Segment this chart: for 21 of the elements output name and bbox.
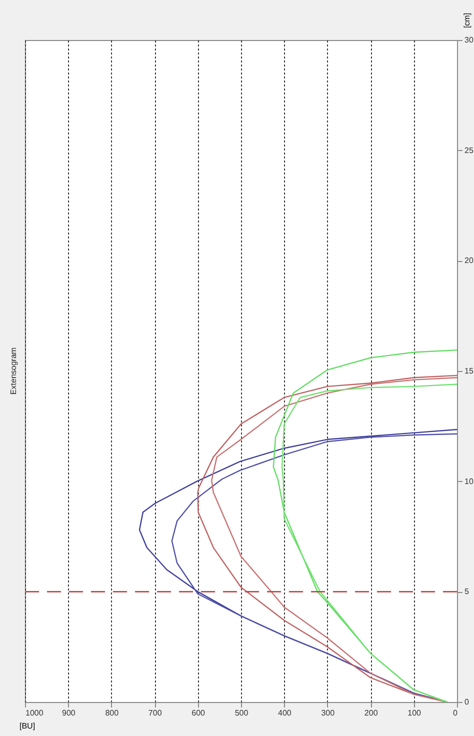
y-tick-label: 25: [464, 146, 474, 155]
x-tick-label: 700: [148, 708, 162, 718]
x-tick-label: 200: [364, 708, 378, 718]
y-tick-label: 30: [464, 36, 474, 44]
x-tick-label: 900: [62, 708, 76, 718]
y-tick-label: 10: [464, 476, 474, 486]
y-tick-label: 5: [464, 587, 470, 596]
x-tick-label: 1000: [26, 708, 44, 718]
y-tick-label: 15: [464, 366, 474, 376]
y-tick-label: 0: [464, 698, 470, 706]
x-axis-title: [BU]: [20, 722, 36, 730]
x-tick-label: 800: [105, 708, 120, 718]
x-tick-label: 300: [321, 708, 336, 718]
x-tick-label: 400: [278, 708, 292, 718]
x-tick-label: 0: [453, 708, 458, 718]
y-axis-title: [cm]: [462, 12, 472, 28]
x-tick-label: 600: [192, 708, 206, 718]
text: Extensogram: [9, 347, 18, 395]
y-tick-label: 20: [464, 256, 474, 266]
x-tick-label: 500: [234, 708, 249, 718]
x-tick-label: 100: [408, 708, 422, 718]
